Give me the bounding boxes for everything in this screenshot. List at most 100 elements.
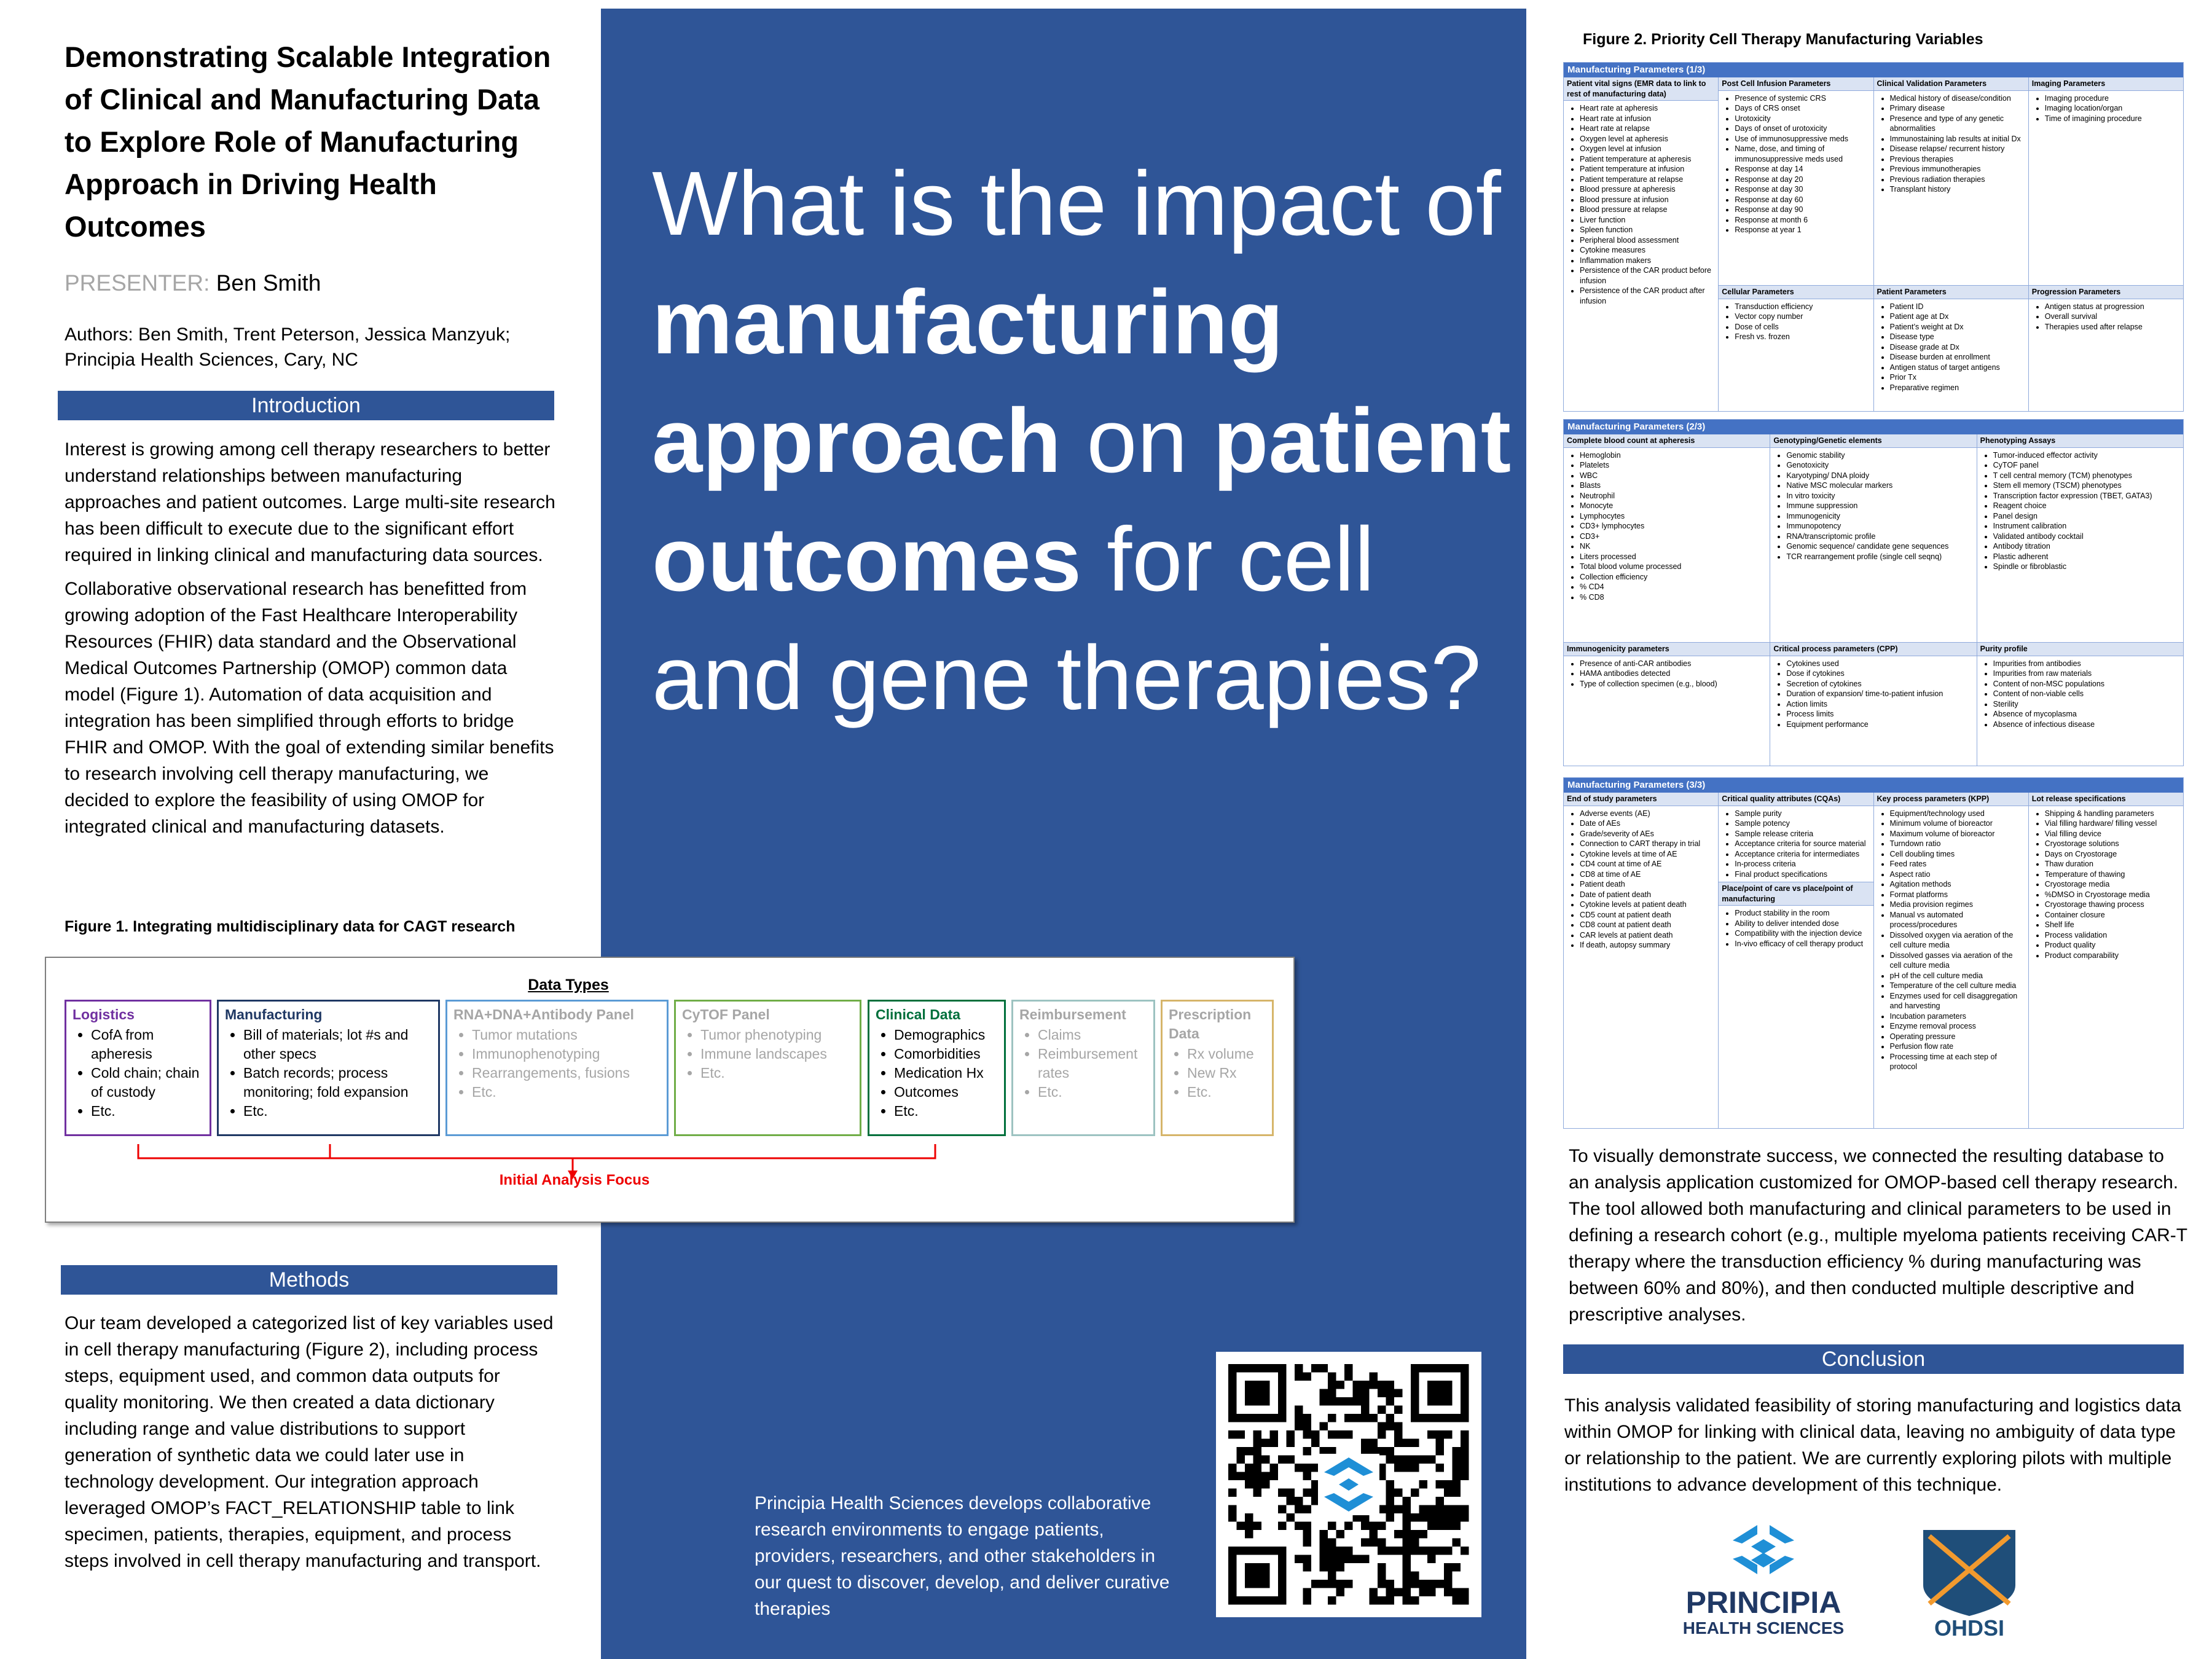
parameter-group: Clinical Validation Parameters Medical hi… (1873, 77, 2028, 285)
list-item: Response at month 6 (1735, 215, 1870, 226)
qr-module (1328, 1389, 1336, 1397)
qr-module (1311, 1438, 1320, 1447)
group-heading: Key process parameters (KPP) (1873, 793, 2028, 806)
qr-module (1435, 1505, 1444, 1513)
qr-module (1245, 1480, 1253, 1489)
list-item: Minimum volume of bioreactor (1890, 818, 2026, 829)
list-item: Patient temperature at relapse (1580, 175, 1716, 185)
qr-module (1419, 1505, 1427, 1513)
list-item: Native MSC molecular markers (1786, 480, 1974, 491)
list-item: Cytokine levels at patient death (1580, 900, 1716, 910)
qr-module (1361, 1555, 1370, 1563)
list-item: Peripheral blood assessment (1580, 235, 1716, 246)
qr-module (1269, 1464, 1278, 1472)
list-item: % CD8 (1580, 592, 1767, 603)
list-item: Previous therapies (1890, 154, 2026, 165)
qr-module (1261, 1455, 1270, 1464)
qr-module (1352, 1414, 1361, 1422)
group-heading: Cellular Parameters (1719, 286, 1873, 299)
list-item: Heart rate at apheresis (1580, 103, 1716, 114)
qr-module (1328, 1447, 1336, 1456)
list-item: Days of CRS onset (1735, 103, 1870, 114)
question-segment: for cell and gene therapies? (652, 509, 1481, 729)
qr-module (1461, 1455, 1469, 1464)
list-item: Patient temperature at infusion (1580, 164, 1716, 175)
list-item: Final product specifications (1735, 869, 1870, 880)
list-item: Blasts (1580, 480, 1767, 491)
list-item: CofA from apheresis (91, 1026, 203, 1064)
list-item: Prior Tx (1890, 372, 2026, 383)
list-item: Response at day 20 (1735, 175, 1870, 185)
qr-module (1245, 1447, 1253, 1456)
list-item: Plastic adherent (1993, 552, 2181, 562)
data-type-title: Manufacturing (225, 1006, 323, 1022)
item-list: Transduction efficiencyVector copy numbe… (1719, 302, 1870, 342)
list-item: Instrument calibration (1993, 521, 2181, 531)
qr-module (1378, 1580, 1386, 1588)
list-item: Heart rate at relapse (1580, 124, 1716, 134)
group-heading: Genotyping/Genetic elements (1770, 434, 1977, 448)
focus-label: Initial Analysis Focus (499, 1172, 650, 1188)
qr-module (1352, 1555, 1361, 1563)
list-item: Previous radiation therapies (1890, 175, 2026, 185)
qr-module (1228, 1430, 1237, 1439)
qr-module (1328, 1547, 1336, 1555)
section-heading: Introduction (58, 391, 554, 420)
qr-module (1402, 1505, 1411, 1513)
qr-module (1411, 1530, 1419, 1539)
question-segment: patient outcomes (652, 390, 1512, 610)
qr-module (1386, 1414, 1394, 1422)
list-item: WBC (1580, 471, 1767, 481)
item-list: Sample puritySample potencySample releas… (1719, 809, 1870, 880)
qr-module (1444, 1488, 1453, 1497)
qr-module (1435, 1438, 1444, 1447)
qr-module (1319, 1397, 1328, 1406)
list-item: Content of non-viable cells (1993, 689, 2181, 699)
list-item: Validated antibody cocktail (1993, 531, 2181, 542)
qr-module (1402, 1547, 1411, 1555)
qr-module (1278, 1505, 1287, 1513)
list-item: CAR levels at patient death (1580, 930, 1716, 941)
panel-column: Imaging Parameters Imaging procedureImagi… (2028, 77, 2183, 411)
qr-module (1402, 1464, 1411, 1472)
qr-module (1394, 1547, 1403, 1555)
list-item: CD8 at time of AE (1580, 869, 1716, 880)
qr-module (1253, 1430, 1261, 1439)
qr-module (1253, 1472, 1261, 1480)
qr-module (1328, 1596, 1336, 1605)
group-heading: Purity profile (1977, 643, 2183, 656)
item-list: Equipment/technology usedMinimum volume … (1874, 809, 2026, 1072)
list-item: Response at day 30 (1735, 184, 1870, 195)
qr-module (1336, 1530, 1344, 1539)
qr-module (1452, 1588, 1461, 1596)
parameter-group: Purity profile Impurities from antibodies… (1977, 642, 2183, 766)
panel-column: Phenotyping Assays Tumor-induced effector… (1977, 434, 2183, 766)
list-item: Compatibility with the injection device (1735, 928, 1870, 939)
list-item: Cryostorage thawing process (2045, 900, 2181, 910)
list-item: Immunopotency (1786, 521, 1974, 531)
item-list: Patient IDPatient age at DxPatient’s wei… (1874, 302, 2026, 393)
list-item: Dissolved gasses via aeration of the cel… (1890, 951, 2026, 971)
list-item: Overall survival (2045, 312, 2181, 322)
qr-module (1378, 1547, 1386, 1555)
list-item: Stem ell memory (TSCM) phenotypes (1993, 480, 2181, 491)
qr-module (1369, 1530, 1378, 1539)
qr-module (1344, 1414, 1353, 1422)
qr-module (1311, 1580, 1320, 1588)
qr-module (1295, 1414, 1303, 1422)
qr-module (1452, 1455, 1461, 1464)
qr-module (1452, 1538, 1461, 1547)
list-item: Immunogenicity (1786, 511, 1974, 522)
item-list: Bill of materials; lot #s and other spec… (225, 1026, 432, 1121)
list-item: Format platforms (1890, 890, 2026, 900)
qr-module (1419, 1513, 1427, 1522)
panel-column: Clinical Validation Parameters Medical hi… (1873, 77, 2029, 411)
qr-module (1394, 1438, 1403, 1447)
list-item: Temperature of the cell culture media (1890, 981, 2026, 991)
list-item: Response at day 60 (1735, 195, 1870, 205)
qr-module (1394, 1530, 1403, 1539)
qr-module (1378, 1538, 1386, 1547)
qr-module (1378, 1389, 1386, 1397)
list-item: CD4 count at time of AE (1580, 859, 1716, 869)
list-item: Absence of infectious disease (1993, 720, 2181, 730)
